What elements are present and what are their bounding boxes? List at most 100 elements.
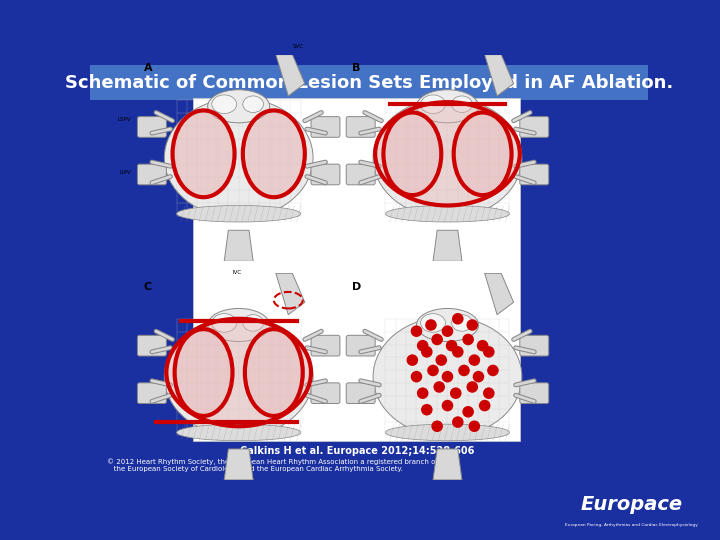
Circle shape [410,326,422,337]
Text: A: A [143,63,152,73]
Ellipse shape [373,317,522,436]
Circle shape [431,334,443,345]
Ellipse shape [385,424,510,441]
Ellipse shape [207,308,270,341]
Polygon shape [224,230,253,261]
Circle shape [462,406,474,417]
Circle shape [452,416,464,428]
FancyBboxPatch shape [311,164,340,185]
Text: SVC: SVC [292,44,303,50]
Circle shape [441,400,454,411]
FancyBboxPatch shape [520,117,549,137]
FancyBboxPatch shape [520,164,549,185]
FancyBboxPatch shape [311,117,340,137]
Ellipse shape [385,206,510,222]
Text: Schematic of Common Lesion Sets Employed in AF Ablation.: Schematic of Common Lesion Sets Employed… [65,73,673,92]
FancyBboxPatch shape [138,117,166,137]
Circle shape [450,387,462,399]
Text: Calkins H et al. Europace 2012;14:528-606: Calkins H et al. Europace 2012;14:528-60… [240,446,474,456]
Circle shape [421,404,433,415]
Circle shape [473,371,485,382]
Ellipse shape [451,315,472,331]
FancyBboxPatch shape [346,164,375,185]
Ellipse shape [176,424,301,441]
Ellipse shape [243,315,264,331]
Polygon shape [433,449,462,480]
Circle shape [433,381,445,393]
FancyBboxPatch shape [193,98,520,441]
FancyBboxPatch shape [311,335,340,356]
Text: B: B [352,63,361,73]
Polygon shape [276,273,305,315]
Circle shape [467,381,478,393]
Text: IVC: IVC [233,269,242,275]
Ellipse shape [166,319,311,426]
Ellipse shape [420,95,446,113]
Circle shape [427,364,438,376]
Text: C: C [143,281,152,292]
Polygon shape [433,230,462,261]
Ellipse shape [454,112,511,195]
Ellipse shape [164,98,313,218]
Circle shape [458,364,469,376]
FancyBboxPatch shape [346,117,375,137]
Text: European Pacing, Arrhythmias and Cardiac Electrophysiology: European Pacing, Arrhythmias and Cardiac… [565,523,698,527]
Ellipse shape [416,90,479,123]
Circle shape [479,400,490,411]
Circle shape [436,354,447,366]
Text: Europace: Europace [581,495,683,514]
Polygon shape [224,449,253,480]
FancyBboxPatch shape [520,335,549,356]
Ellipse shape [245,329,302,416]
Ellipse shape [384,112,441,195]
Ellipse shape [175,329,233,416]
FancyBboxPatch shape [138,335,166,356]
Text: D: D [352,281,361,292]
FancyBboxPatch shape [90,65,648,100]
Circle shape [410,371,422,382]
Circle shape [452,346,464,357]
Circle shape [469,421,480,432]
Circle shape [417,387,428,399]
Circle shape [441,371,454,382]
Ellipse shape [420,314,446,332]
Ellipse shape [243,110,305,197]
Ellipse shape [212,95,237,113]
FancyBboxPatch shape [138,383,166,403]
Circle shape [431,421,443,432]
FancyBboxPatch shape [346,335,375,356]
FancyBboxPatch shape [520,383,549,403]
Circle shape [446,340,457,352]
FancyBboxPatch shape [311,383,340,403]
Text: RSPV: RSPV [346,117,361,122]
Text: RIPV: RIPV [346,171,359,176]
Ellipse shape [212,314,237,332]
Polygon shape [276,55,305,96]
Text: © 2012 Heart Rhythm Society, the European Heart Rhythm Association a registered : © 2012 Heart Rhythm Society, the Europea… [107,458,438,471]
Circle shape [407,354,418,366]
Circle shape [469,354,480,366]
Circle shape [467,319,478,331]
Circle shape [421,346,433,357]
Circle shape [477,340,488,352]
Ellipse shape [173,110,235,197]
Circle shape [483,387,495,399]
Ellipse shape [451,96,472,112]
Circle shape [452,313,464,325]
Ellipse shape [373,98,522,218]
Ellipse shape [375,102,520,206]
Ellipse shape [243,96,264,112]
Text: LIPV: LIPV [120,171,131,176]
FancyBboxPatch shape [346,383,375,403]
Text: LSPV: LSPV [118,117,131,122]
Polygon shape [485,55,513,96]
Circle shape [462,334,474,345]
Circle shape [426,319,437,331]
Circle shape [483,346,495,357]
Ellipse shape [416,308,479,341]
Circle shape [417,340,428,352]
Polygon shape [485,273,513,315]
FancyBboxPatch shape [138,164,166,185]
Circle shape [487,364,499,376]
Ellipse shape [176,206,301,222]
